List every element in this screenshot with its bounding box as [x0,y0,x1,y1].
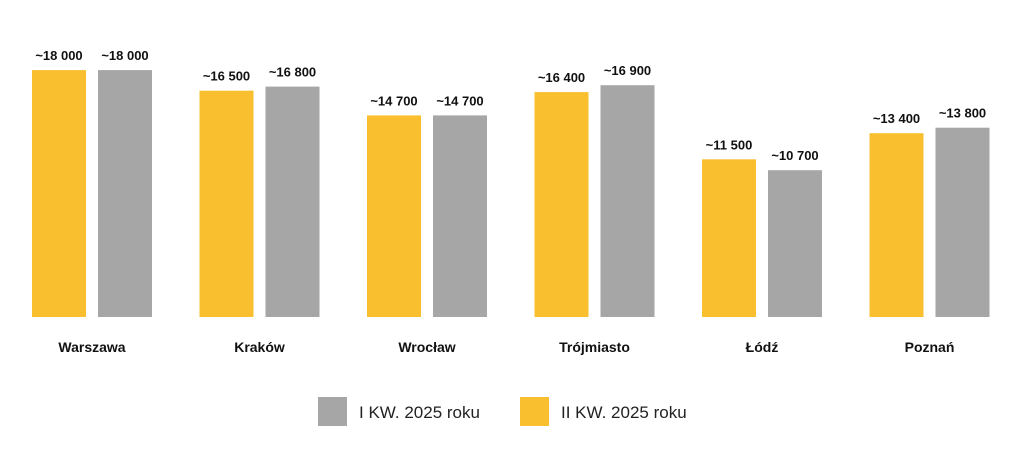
bar-lodz-i-kw [768,170,822,317]
category-labels-layer: Warszawa Kraków Wrocław Trójmiasto Łódź Pozna… [58,339,954,355]
value-label-lodz-ii-kw: ~11 500 [706,137,753,152]
bar-krakow-i-kw [265,86,320,317]
bar-warszawa-i-kw [98,70,152,317]
legend-swatch-ii-kw-2025-roku [520,397,549,426]
bar-trojmiasto-i-kw [600,85,655,317]
bar-trojmiasto-ii-kw [534,92,589,317]
category-label-trojmiasto: Trójmiasto [559,339,630,355]
category-label-wroclaw: Wrocław [398,339,455,355]
category-label-warszawa: Warszawa [58,339,125,355]
value-label-warszawa-ii-kw: ~18 000 [35,48,82,63]
bar-wroclaw-ii-kw [367,115,421,318]
legend-swatch-i-kw-2025-roku [318,397,347,426]
bar-poznan-ii-kw [869,133,924,317]
value-label-krakow-ii-kw: ~16 500 [203,69,250,84]
bar-wroclaw-i-kw [433,115,487,318]
value-labels-layer: ~18 000 ~18 000 ~16 500 ~16 800 ~14 700 ~14 7… [35,48,986,163]
value-label-trojmiasto-i-kw: ~16 900 [604,63,651,78]
value-label-trojmiasto-ii-kw: ~16 400 [538,70,585,85]
value-label-warszawa-i-kw: ~18 000 [101,48,148,63]
bar-poznan-i-kw [935,127,990,317]
bar-warszawa-ii-kw [32,70,86,317]
bars-layer [32,70,990,318]
legend: I KW. 2025 roku II KW. 2025 roku [318,397,687,426]
category-label-krakow: Kraków [234,339,285,355]
value-label-krakow-i-kw: ~16 800 [269,65,316,80]
value-label-poznan-ii-kw: ~13 400 [873,111,920,126]
legend-label-i-kw-2025-roku: I KW. 2025 roku [359,403,480,422]
value-label-poznan-i-kw: ~13 800 [939,106,986,121]
category-label-lodz: Łódź [746,339,779,355]
category-label-poznan: Poznań [905,339,955,355]
bar-lodz-ii-kw [702,159,756,317]
legend-label-ii-kw-2025-roku: II KW. 2025 roku [561,403,687,422]
value-label-wroclaw-i-kw: ~14 700 [436,93,483,108]
value-label-wroclaw-ii-kw: ~14 700 [370,93,417,108]
bar-krakow-ii-kw [199,90,254,317]
value-label-lodz-i-kw: ~10 700 [771,148,818,163]
